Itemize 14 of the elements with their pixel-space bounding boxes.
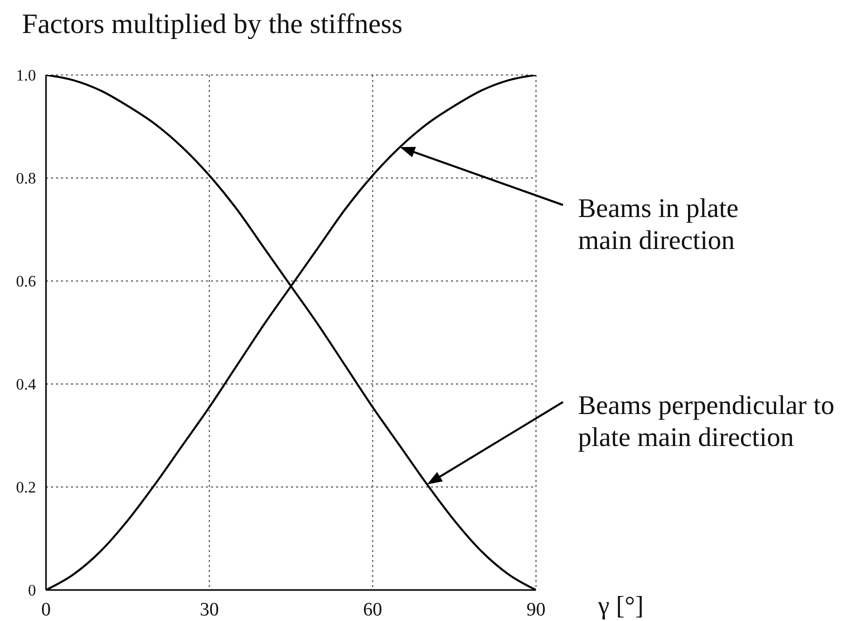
x-axis-title: γ [°] <box>597 591 644 620</box>
y-axis-title: Factors multiplied by the stiffness <box>22 9 403 40</box>
annotation: Beams perpendicular to plate main direction <box>578 390 834 452</box>
y-tick-label: 0.2 <box>16 480 36 497</box>
x-tick-label: 60 <box>363 599 382 620</box>
y-tick-label: 0.8 <box>16 170 36 188</box>
x-tick-label: 90 <box>526 599 546 620</box>
y-tick-label: 1.0 <box>16 68 36 85</box>
y-tick-label: 0 <box>28 582 36 600</box>
annotation: Beams in plate main direction <box>578 193 738 255</box>
x-tick-label: 0 <box>41 599 51 620</box>
y-tick-label: 0.4 <box>16 376 36 394</box>
x-tick-label: 30 <box>200 599 219 620</box>
y-tick-label: 0.6 <box>16 274 36 291</box>
